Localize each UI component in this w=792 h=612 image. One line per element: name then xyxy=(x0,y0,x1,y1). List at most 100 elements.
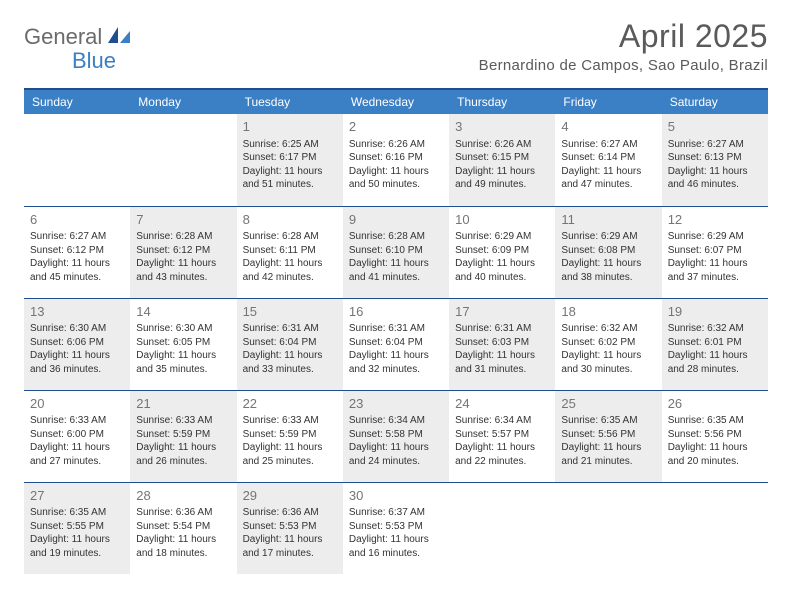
cell-day1: Daylight: 11 hours xyxy=(243,349,337,363)
calendar-cell-empty xyxy=(662,482,768,574)
day-number: 4 xyxy=(561,118,655,136)
day-number: 13 xyxy=(30,303,124,321)
calendar-cell: 22Sunrise: 6:33 AMSunset: 5:59 PMDayligh… xyxy=(237,390,343,482)
day-header: Monday xyxy=(130,89,236,114)
calendar-week-row: 13Sunrise: 6:30 AMSunset: 6:06 PMDayligh… xyxy=(24,298,768,390)
calendar-cell: 12Sunrise: 6:29 AMSunset: 6:07 PMDayligh… xyxy=(662,206,768,298)
cell-day2: and 18 minutes. xyxy=(136,547,230,561)
cell-sunset: Sunset: 5:59 PM xyxy=(243,428,337,442)
cell-sunrise: Sunrise: 6:36 AM xyxy=(243,506,337,520)
cell-day2: and 35 minutes. xyxy=(136,363,230,377)
calendar-cell: 23Sunrise: 6:34 AMSunset: 5:58 PMDayligh… xyxy=(343,390,449,482)
day-number: 17 xyxy=(455,303,549,321)
calendar-cell: 3Sunrise: 6:26 AMSunset: 6:15 PMDaylight… xyxy=(449,114,555,206)
cell-day2: and 37 minutes. xyxy=(668,271,762,285)
calendar-cell: 20Sunrise: 6:33 AMSunset: 6:00 PMDayligh… xyxy=(24,390,130,482)
day-number: 24 xyxy=(455,395,549,413)
cell-day1: Daylight: 11 hours xyxy=(136,533,230,547)
day-number: 8 xyxy=(243,211,337,229)
logo-sail-icon xyxy=(108,25,134,50)
cell-day2: and 24 minutes. xyxy=(349,455,443,469)
cell-sunset: Sunset: 5:55 PM xyxy=(30,520,124,534)
cell-sunset: Sunset: 6:13 PM xyxy=(668,151,762,165)
calendar-cell: 4Sunrise: 6:27 AMSunset: 6:14 PMDaylight… xyxy=(555,114,661,206)
calendar-cell: 17Sunrise: 6:31 AMSunset: 6:03 PMDayligh… xyxy=(449,298,555,390)
cell-sunset: Sunset: 6:15 PM xyxy=(455,151,549,165)
cell-day2: and 38 minutes. xyxy=(561,271,655,285)
day-number: 28 xyxy=(136,487,230,505)
cell-sunrise: Sunrise: 6:29 AM xyxy=(455,230,549,244)
day-number: 5 xyxy=(668,118,762,136)
day-number: 2 xyxy=(349,118,443,136)
cell-day2: and 20 minutes. xyxy=(668,455,762,469)
logo-text-general: General xyxy=(24,24,102,50)
cell-sunset: Sunset: 5:54 PM xyxy=(136,520,230,534)
calendar-table: SundayMondayTuesdayWednesdayThursdayFrid… xyxy=(24,88,768,574)
cell-day1: Daylight: 11 hours xyxy=(30,533,124,547)
cell-day2: and 25 minutes. xyxy=(243,455,337,469)
day-number: 1 xyxy=(243,118,337,136)
cell-day1: Daylight: 11 hours xyxy=(136,349,230,363)
cell-sunset: Sunset: 6:16 PM xyxy=(349,151,443,165)
calendar-week-row: 1Sunrise: 6:25 AMSunset: 6:17 PMDaylight… xyxy=(24,114,768,206)
cell-day1: Daylight: 11 hours xyxy=(30,257,124,271)
cell-day1: Daylight: 11 hours xyxy=(668,257,762,271)
cell-day2: and 27 minutes. xyxy=(30,455,124,469)
cell-sunrise: Sunrise: 6:31 AM xyxy=(455,322,549,336)
cell-day1: Daylight: 11 hours xyxy=(455,165,549,179)
calendar-cell: 25Sunrise: 6:35 AMSunset: 5:56 PMDayligh… xyxy=(555,390,661,482)
cell-day2: and 45 minutes. xyxy=(30,271,124,285)
cell-sunset: Sunset: 6:17 PM xyxy=(243,151,337,165)
calendar-cell: 13Sunrise: 6:30 AMSunset: 6:06 PMDayligh… xyxy=(24,298,130,390)
cell-sunset: Sunset: 6:06 PM xyxy=(30,336,124,350)
cell-sunrise: Sunrise: 6:35 AM xyxy=(561,414,655,428)
cell-day1: Daylight: 11 hours xyxy=(136,257,230,271)
cell-day2: and 28 minutes. xyxy=(668,363,762,377)
cell-sunset: Sunset: 5:58 PM xyxy=(349,428,443,442)
cell-day2: and 50 minutes. xyxy=(349,178,443,192)
calendar-cell: 5Sunrise: 6:27 AMSunset: 6:13 PMDaylight… xyxy=(662,114,768,206)
cell-day2: and 33 minutes. xyxy=(243,363,337,377)
calendar-cell-empty xyxy=(24,114,130,206)
day-number: 29 xyxy=(243,487,337,505)
cell-day1: Daylight: 11 hours xyxy=(349,257,443,271)
cell-sunset: Sunset: 5:59 PM xyxy=(136,428,230,442)
calendar-cell: 8Sunrise: 6:28 AMSunset: 6:11 PMDaylight… xyxy=(237,206,343,298)
cell-sunrise: Sunrise: 6:27 AM xyxy=(561,138,655,152)
cell-day1: Daylight: 11 hours xyxy=(561,441,655,455)
day-header: Wednesday xyxy=(343,89,449,114)
calendar-cell: 29Sunrise: 6:36 AMSunset: 5:53 PMDayligh… xyxy=(237,482,343,574)
logo-text-blue-wrap: Blue xyxy=(24,48,116,74)
cell-day1: Daylight: 11 hours xyxy=(349,349,443,363)
cell-day2: and 30 minutes. xyxy=(561,363,655,377)
cell-sunrise: Sunrise: 6:31 AM xyxy=(243,322,337,336)
cell-day1: Daylight: 11 hours xyxy=(243,165,337,179)
cell-day2: and 46 minutes. xyxy=(668,178,762,192)
cell-day2: and 21 minutes. xyxy=(561,455,655,469)
cell-sunset: Sunset: 6:12 PM xyxy=(136,244,230,258)
cell-day2: and 36 minutes. xyxy=(30,363,124,377)
cell-sunrise: Sunrise: 6:30 AM xyxy=(30,322,124,336)
day-number: 14 xyxy=(136,303,230,321)
cell-day1: Daylight: 11 hours xyxy=(30,349,124,363)
cell-sunrise: Sunrise: 6:33 AM xyxy=(243,414,337,428)
calendar-week-row: 27Sunrise: 6:35 AMSunset: 5:55 PMDayligh… xyxy=(24,482,768,574)
title-block: April 2025 Bernardino de Campos, Sao Pau… xyxy=(479,18,768,74)
calendar-cell: 27Sunrise: 6:35 AMSunset: 5:55 PMDayligh… xyxy=(24,482,130,574)
cell-day1: Daylight: 11 hours xyxy=(30,441,124,455)
cell-sunset: Sunset: 6:14 PM xyxy=(561,151,655,165)
day-number: 15 xyxy=(243,303,337,321)
calendar-week-row: 6Sunrise: 6:27 AMSunset: 6:12 PMDaylight… xyxy=(24,206,768,298)
cell-sunrise: Sunrise: 6:35 AM xyxy=(668,414,762,428)
cell-sunrise: Sunrise: 6:27 AM xyxy=(668,138,762,152)
cell-sunrise: Sunrise: 6:37 AM xyxy=(349,506,443,520)
cell-day1: Daylight: 11 hours xyxy=(455,441,549,455)
calendar-cell-empty xyxy=(555,482,661,574)
cell-sunrise: Sunrise: 6:29 AM xyxy=(561,230,655,244)
cell-sunset: Sunset: 6:05 PM xyxy=(136,336,230,350)
cell-day2: and 26 minutes. xyxy=(136,455,230,469)
cell-day2: and 47 minutes. xyxy=(561,178,655,192)
day-number: 23 xyxy=(349,395,443,413)
day-header: Tuesday xyxy=(237,89,343,114)
day-header: Thursday xyxy=(449,89,555,114)
